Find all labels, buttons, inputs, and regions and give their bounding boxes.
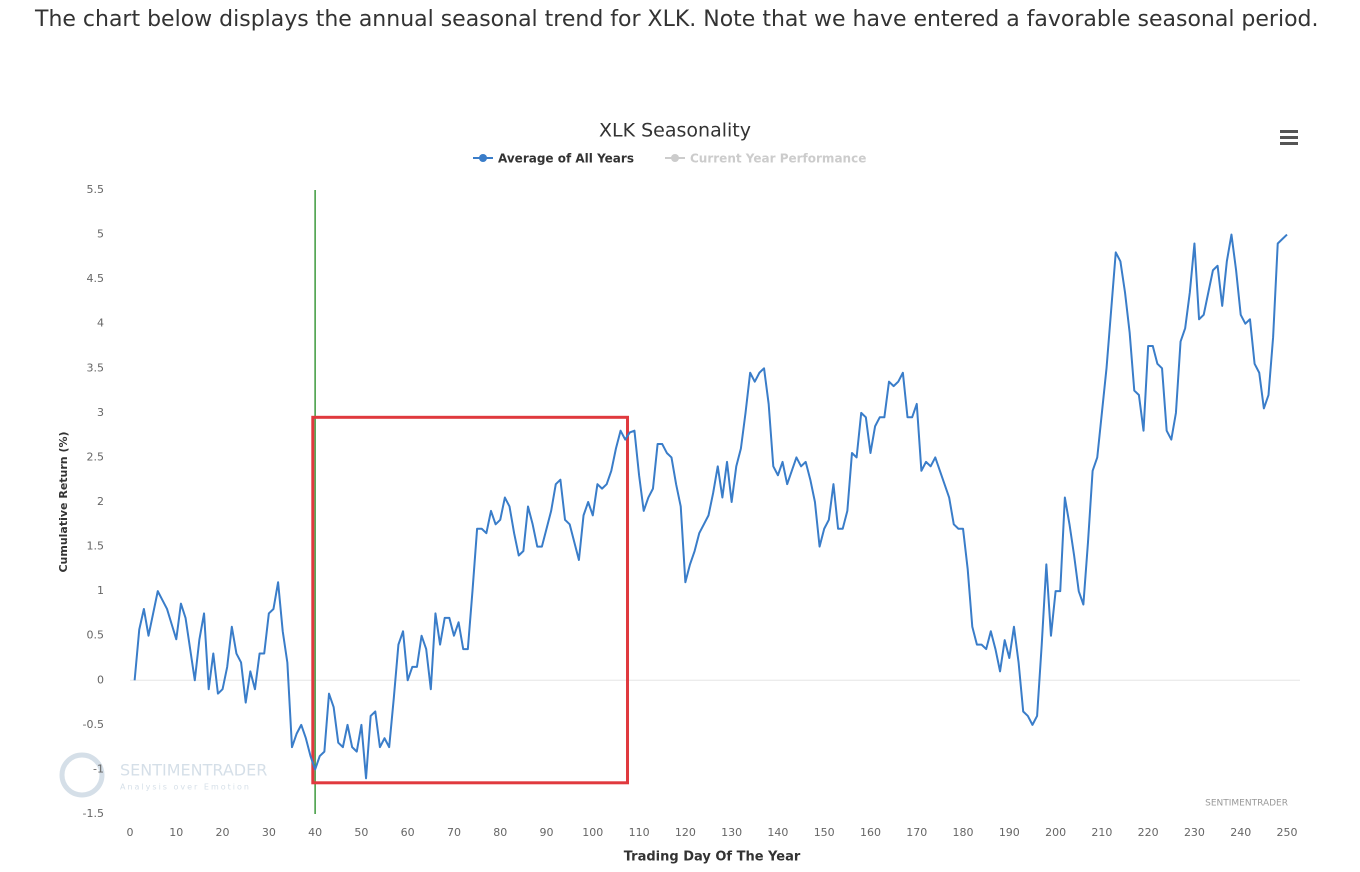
x-tick-label: 0 xyxy=(127,826,134,839)
x-tick-label: 30 xyxy=(262,826,276,839)
legend-label: Current Year Performance xyxy=(690,152,866,166)
legend-marker xyxy=(479,154,487,162)
x-tick-label: 80 xyxy=(493,826,507,839)
x-tick-label: 200 xyxy=(1045,826,1066,839)
x-tick-label: 180 xyxy=(953,826,974,839)
y-tick-label: -0.5 xyxy=(83,718,104,731)
y-tick-label: 2 xyxy=(97,495,104,508)
watermark-tagline: Analysis over Emotion xyxy=(120,783,251,792)
x-tick-label: 90 xyxy=(540,826,554,839)
y-tick-label: 0.5 xyxy=(87,629,105,642)
highlight-box xyxy=(311,415,630,785)
x-tick-label: 110 xyxy=(629,826,650,839)
watermark-text: SENTIMENTRADER xyxy=(120,761,267,780)
x-tick-label: 50 xyxy=(354,826,368,839)
watermark-logo xyxy=(59,752,105,798)
x-tick-label: 20 xyxy=(216,826,230,839)
x-tick-label: 220 xyxy=(1138,826,1159,839)
y-tick-label: 3 xyxy=(97,406,104,419)
y-tick-label: 0 xyxy=(97,673,104,686)
y-tick-label: 2.5 xyxy=(87,450,105,463)
legend-marker xyxy=(671,154,679,162)
x-tick-label: 190 xyxy=(999,826,1020,839)
data-line xyxy=(133,233,1288,780)
y-tick-label: 3.5 xyxy=(87,361,105,374)
chart-title: XLK Seasonality xyxy=(599,120,751,142)
x-tick-label: 230 xyxy=(1184,826,1205,839)
y-tick-label: 4.5 xyxy=(87,272,105,285)
x-tick-label: 70 xyxy=(447,826,461,839)
x-tick-label: 140 xyxy=(767,826,788,839)
menu-bar xyxy=(1280,142,1298,145)
x-tick-label: 210 xyxy=(1091,826,1112,839)
x-axis-title: Trading Day Of The Year xyxy=(624,850,801,865)
intro-text: The chart below displays the annual seas… xyxy=(35,7,1319,32)
x-tick-label: 240 xyxy=(1230,826,1251,839)
x-tick-label: 150 xyxy=(814,826,835,839)
y-tick-label: 1 xyxy=(97,584,104,597)
menu-icon[interactable] xyxy=(1280,130,1298,145)
legend-label: Average of All Years xyxy=(498,152,634,166)
x-tick-label: 60 xyxy=(401,826,415,839)
x-tick-label: 170 xyxy=(906,826,927,839)
y-tick-label: 5 xyxy=(97,228,104,241)
credit: SENTIMENTRADER xyxy=(1205,799,1288,809)
menu-bar xyxy=(1280,130,1298,133)
x-tick-label: 100 xyxy=(582,826,603,839)
menu-bar xyxy=(1280,136,1298,139)
y-tick-label: -1.5 xyxy=(83,807,104,820)
watermark: SENTIMENTRADER Analysis over Emotion xyxy=(59,752,267,798)
x-tick-label: 120 xyxy=(675,826,696,839)
x-tick-label: 40 xyxy=(308,826,322,839)
y-tick-label: -1 xyxy=(93,762,104,775)
x-tick-label: 130 xyxy=(721,826,742,839)
x-tick-label: 160 xyxy=(860,826,881,839)
x-tick-label: 250 xyxy=(1277,826,1298,839)
y-tick-label: 4 xyxy=(97,317,104,330)
y-tick-label: 5.5 xyxy=(87,183,105,196)
y-axis-title: Cumulative Return (%) xyxy=(57,431,70,572)
x-tick-label: 10 xyxy=(169,826,183,839)
y-tick-label: 1.5 xyxy=(87,540,105,553)
